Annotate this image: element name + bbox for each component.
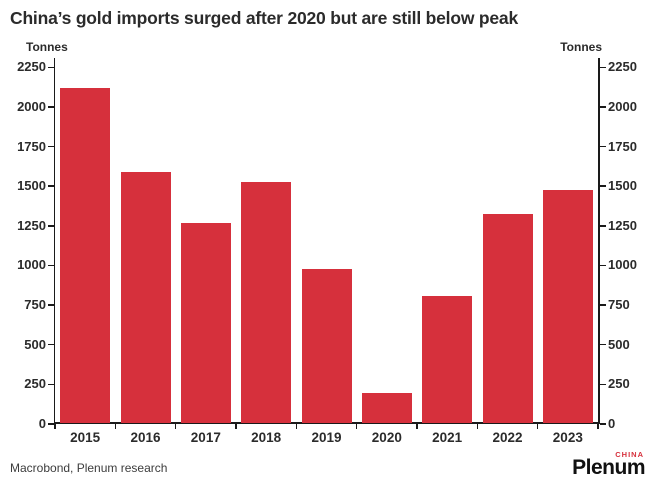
y-axis-right	[598, 58, 600, 424]
y-tick-label-right: 1750	[608, 138, 637, 154]
y-tick-label-left: 2250	[17, 59, 46, 75]
x-tick-label: 2023	[552, 430, 583, 445]
y-tick-label-right: 1250	[608, 217, 637, 233]
y-tick-left	[47, 106, 54, 108]
bar-2022	[482, 213, 533, 423]
y-tick-label-left: 500	[24, 336, 46, 352]
y-tick-label-left: 1500	[17, 178, 46, 194]
y-tick-label-right: 500	[608, 336, 630, 352]
plenum-logo: CHINA Plenum	[572, 450, 645, 479]
y-tick-left	[47, 304, 54, 306]
y-tick-label-right: 2000	[608, 98, 637, 114]
x-tick	[54, 424, 56, 429]
x-tick	[476, 424, 479, 429]
y-tick-right	[599, 264, 606, 267]
x-tick-label: 2019	[311, 430, 342, 445]
chart-title: China’s gold imports surged after 2020 b…	[10, 8, 518, 28]
y-tick-label-right: 750	[608, 297, 630, 313]
y-tick-left	[47, 185, 54, 187]
x-tick-label: 2017	[190, 430, 221, 445]
x-tick	[355, 424, 358, 429]
x-tick-label: 2018	[251, 430, 282, 445]
bar-2023	[542, 190, 593, 423]
y-tick-label-left: 250	[24, 376, 46, 392]
bar-2018	[241, 182, 292, 423]
y-tick-left	[47, 343, 54, 346]
bar-2021	[422, 295, 473, 423]
y-tick-right	[599, 304, 606, 306]
y-tick-label-left: 2000	[17, 98, 46, 114]
y-tick-right	[599, 383, 606, 386]
y-tick-right	[599, 343, 606, 346]
x-tick	[114, 424, 117, 429]
y-tick-label-left: 750	[24, 297, 46, 313]
x-tick-label: 2021	[432, 430, 463, 445]
y-tick-label-left: 1000	[17, 257, 46, 273]
x-tick	[597, 424, 599, 429]
y-tick-left	[47, 145, 54, 148]
y-axis-label-right: Tonnes	[560, 40, 602, 54]
source-note: Macrobond, Plenum research	[10, 461, 168, 475]
y-axis-label-left: Tonnes	[26, 40, 68, 54]
x-tick-label: 2015	[70, 430, 101, 445]
y-tick-label-left: 0	[38, 416, 46, 431]
x-tick	[416, 424, 418, 429]
x-tick-label: 2016	[130, 430, 161, 445]
y-tick-label-left: 1250	[17, 217, 46, 233]
y-tick-right	[599, 145, 606, 148]
logo-region-label: CHINA	[615, 450, 644, 459]
y-tick-left	[47, 225, 54, 227]
bar-2015	[60, 87, 111, 423]
y-axis-left	[53, 58, 55, 424]
bar-2017	[180, 223, 231, 423]
logo-name-label: Plenum	[572, 456, 645, 479]
x-tick-label: 2022	[492, 430, 523, 445]
y-tick-right	[599, 225, 606, 227]
x-tick	[235, 424, 237, 429]
x-tick	[174, 424, 177, 429]
y-tick-right	[599, 185, 606, 187]
y-tick-left	[47, 423, 54, 425]
x-tick	[295, 424, 298, 429]
y-tick-right	[599, 423, 606, 425]
y-tick-left	[47, 66, 54, 69]
y-tick-label-right: 0	[608, 416, 616, 431]
y-tick-right	[599, 66, 606, 69]
y-tick-label-right: 2250	[608, 59, 637, 75]
y-tick-left	[47, 264, 54, 267]
x-tick	[536, 424, 539, 429]
y-tick-label-left: 1750	[17, 138, 46, 154]
bar-2016	[120, 171, 171, 423]
y-tick-right	[599, 106, 606, 108]
y-tick-label-right: 1000	[608, 257, 637, 273]
bar-2020	[361, 393, 412, 423]
y-tick-left	[47, 383, 54, 386]
x-tick-label: 2020	[371, 430, 402, 445]
bar-2019	[301, 269, 352, 423]
y-tick-label-right: 250	[608, 376, 630, 392]
y-tick-label-right: 1500	[608, 178, 637, 194]
